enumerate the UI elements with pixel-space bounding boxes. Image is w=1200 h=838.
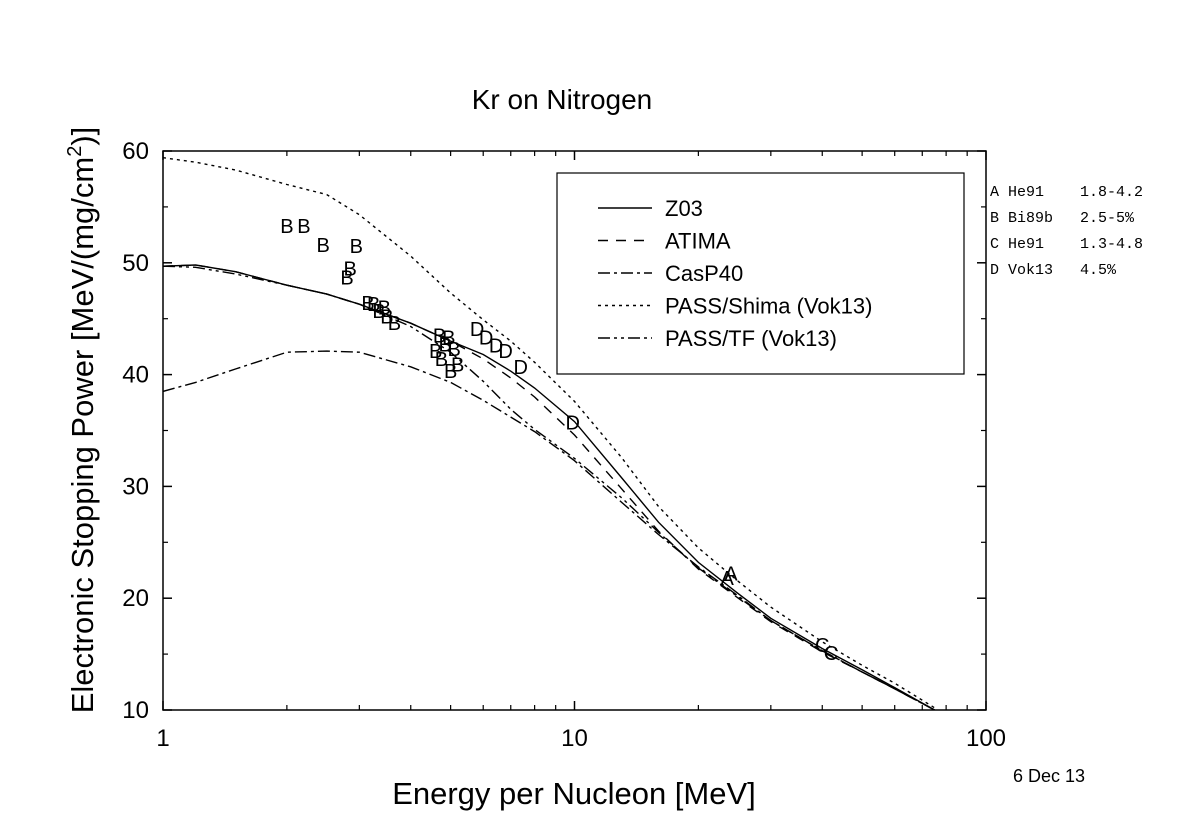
- data-point-b: B: [447, 339, 460, 361]
- data-point-b: B: [380, 306, 393, 328]
- data-point-d: D: [513, 357, 527, 379]
- y-tick-label: 60: [122, 138, 149, 165]
- data-point-b: B: [316, 235, 329, 257]
- x-axis-label: Energy per Nucleon [MeV]: [392, 776, 756, 811]
- series-line-casp40: [163, 350, 935, 710]
- data-point-b: B: [433, 325, 446, 347]
- y-axis-label: Electronic Stopping Power [MeV/(mg/cm2)]: [64, 127, 100, 714]
- data-point-d: D: [498, 341, 512, 363]
- reference-d: D Vok13 4.5%: [990, 262, 1117, 279]
- legend-label: PASS/TF (Vok13): [665, 326, 837, 351]
- data-point-b: B: [297, 216, 310, 238]
- reference-c: C He91 1.3-4.8: [990, 236, 1144, 253]
- data-point-b: B: [435, 349, 448, 371]
- data-point-b: B: [340, 267, 353, 289]
- data-point-b: B: [451, 355, 464, 377]
- data-point-b: B: [442, 328, 455, 350]
- legend-label: CasP40: [665, 261, 743, 286]
- series-line-pass-shima-vok13-: [163, 157, 935, 709]
- data-point-d: D: [479, 328, 493, 350]
- series-line-z03: [163, 264, 935, 710]
- data-point-a: A: [721, 568, 735, 590]
- data-point-b: B: [378, 298, 391, 320]
- data-point-b: B: [444, 361, 457, 383]
- data-point-b: B: [350, 236, 363, 258]
- data-point-b: B: [280, 216, 293, 238]
- reference-a: A He91 1.8-4.2: [990, 184, 1144, 201]
- series-group: [163, 157, 935, 710]
- data-point-b: B: [343, 258, 356, 280]
- chart-title: Kr on Nitrogen: [472, 84, 653, 115]
- data-point-d: D: [489, 336, 503, 358]
- data-point-b: B: [372, 301, 385, 323]
- legend-label: ATIMA: [665, 229, 731, 254]
- data-point-c: C: [815, 635, 829, 657]
- legend-label: PASS/Shima (Vok13): [665, 294, 872, 319]
- x-tick-label: 100: [966, 725, 1006, 752]
- data-point-b: B: [361, 293, 374, 315]
- data-point-a: A: [724, 564, 738, 586]
- y-tick-label: 20: [122, 585, 149, 612]
- series-line-atima: [163, 264, 935, 710]
- data-point-d: D: [565, 413, 579, 435]
- y-tick-label: 10: [122, 697, 149, 724]
- x-tick-label: 10: [561, 725, 588, 752]
- legend-label: Z03: [665, 196, 703, 221]
- y-tick-label: 50: [122, 250, 149, 277]
- reference-b: B Bi89b 2.5-5%: [990, 210, 1135, 227]
- data-point-b: B: [367, 294, 380, 316]
- data-point-c: C: [824, 643, 838, 665]
- y-tick-label: 30: [122, 473, 149, 500]
- data-point-d: D: [470, 319, 484, 341]
- x-tick-label: 1: [156, 725, 169, 752]
- data-point-b: B: [439, 334, 452, 356]
- date-stamp: 6 Dec 13: [1013, 766, 1086, 786]
- data-point-b: B: [388, 313, 401, 335]
- y-tick-label: 40: [122, 362, 149, 389]
- data-point-b: B: [429, 341, 442, 363]
